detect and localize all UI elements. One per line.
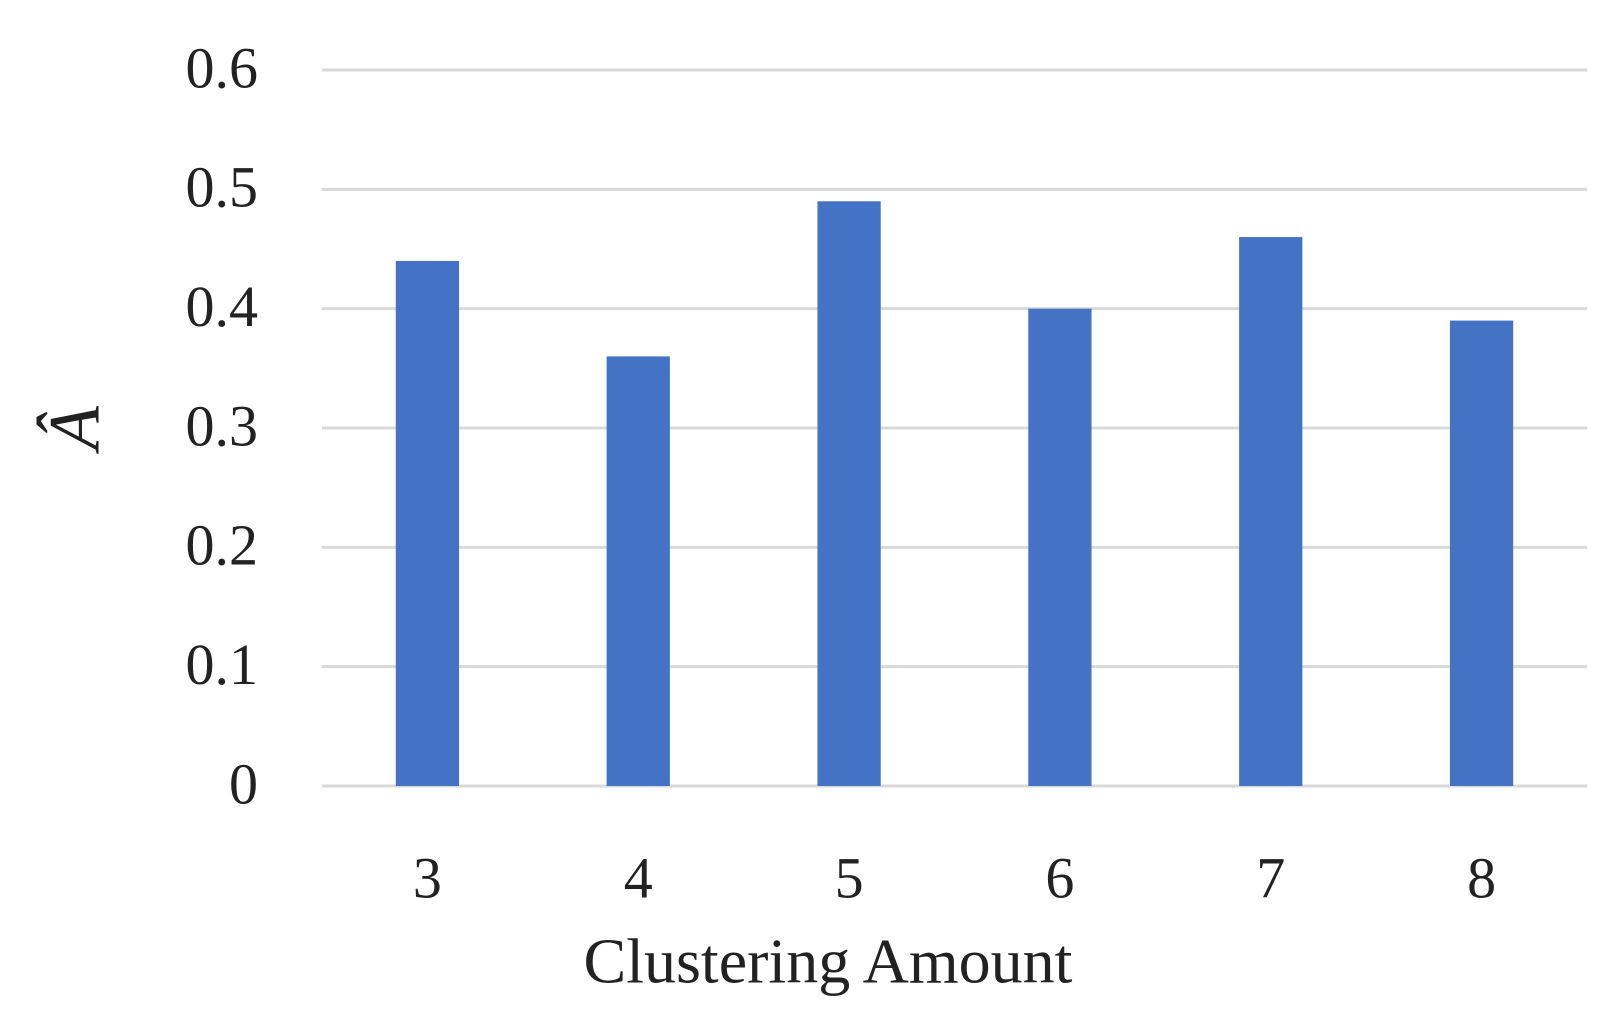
x-tick-label: 6 — [1045, 845, 1074, 910]
bar — [1028, 308, 1092, 786]
bar — [1239, 237, 1303, 787]
y-tick-label: 0.1 — [186, 632, 259, 697]
x-tick-label: 3 — [413, 845, 442, 910]
x-tick-label: 5 — [835, 845, 864, 910]
y-tick-label: 0.5 — [186, 155, 259, 220]
x-tick-label: 7 — [1256, 845, 1285, 910]
y-tick-label: 0 — [229, 751, 258, 816]
y-tick-label: 0.3 — [186, 393, 259, 458]
bar — [817, 201, 881, 786]
bar — [606, 356, 670, 786]
y-tick-label: 0.4 — [186, 274, 259, 339]
x-tick-label: 8 — [1467, 845, 1496, 910]
y-tick-label: 0.6 — [186, 35, 259, 100]
x-tick-label: 4 — [624, 845, 653, 910]
y-tick-label: 0.2 — [186, 513, 259, 578]
bar — [395, 260, 460, 786]
y-axis-label: Â — [35, 405, 115, 454]
bar — [1449, 320, 1514, 786]
x-axis-label: Clustering Amount — [584, 926, 1073, 997]
